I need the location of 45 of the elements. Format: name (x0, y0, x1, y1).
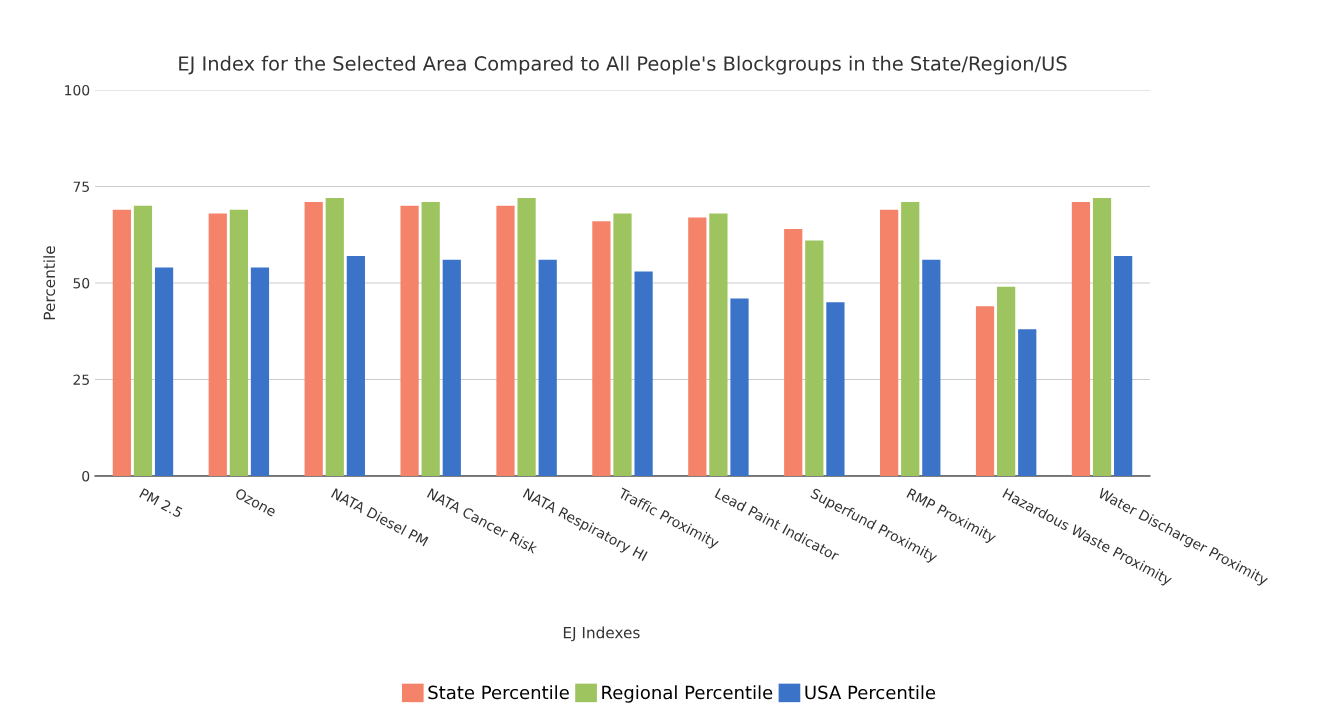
x-axis-title: EJ Indexes (563, 626, 640, 642)
bar (304, 201, 323, 476)
bar (442, 259, 461, 476)
bar (592, 221, 611, 476)
bar (208, 213, 227, 476)
legend-label: State Percentile (428, 685, 569, 700)
bar (975, 306, 995, 476)
bar (112, 209, 131, 476)
bar (517, 198, 536, 476)
bar (997, 286, 1016, 476)
y-tick-label: 0 (82, 470, 90, 482)
bar (880, 209, 899, 476)
bar (784, 228, 803, 476)
y-tick-label: 75 (73, 181, 89, 192)
bar (538, 259, 557, 476)
y-tick-label: 50 (73, 277, 90, 289)
bar (1114, 255, 1133, 476)
bar (730, 298, 749, 476)
bar (709, 213, 728, 476)
y-tick-label: 100 (65, 84, 90, 96)
bar (325, 198, 344, 476)
bar (634, 271, 653, 476)
legend-label: USA Percentile (805, 685, 936, 700)
bar (229, 209, 248, 476)
bar (496, 205, 515, 476)
x-tick-label: PM 2.5 (139, 487, 184, 519)
bar (922, 259, 941, 476)
legend-label: Regional Percentile (602, 685, 773, 703)
bar (154, 267, 174, 476)
bar (1092, 198, 1112, 476)
bar (421, 201, 440, 476)
bar (688, 217, 707, 476)
bar (805, 240, 824, 476)
chart-title: EJ Index for the Selected Area Compared to All People's Blockgroups in the State/Region/US (179, 55, 1067, 75)
bar (346, 255, 365, 476)
bar (901, 201, 920, 476)
bar (250, 267, 270, 476)
bar (400, 205, 419, 476)
bar (613, 213, 632, 476)
bar (826, 302, 845, 476)
bar (133, 205, 153, 476)
y-axis-title: Percentile (43, 246, 56, 320)
y-tick-label: 25 (73, 374, 89, 385)
bar (1071, 201, 1091, 476)
bar (1018, 329, 1037, 476)
